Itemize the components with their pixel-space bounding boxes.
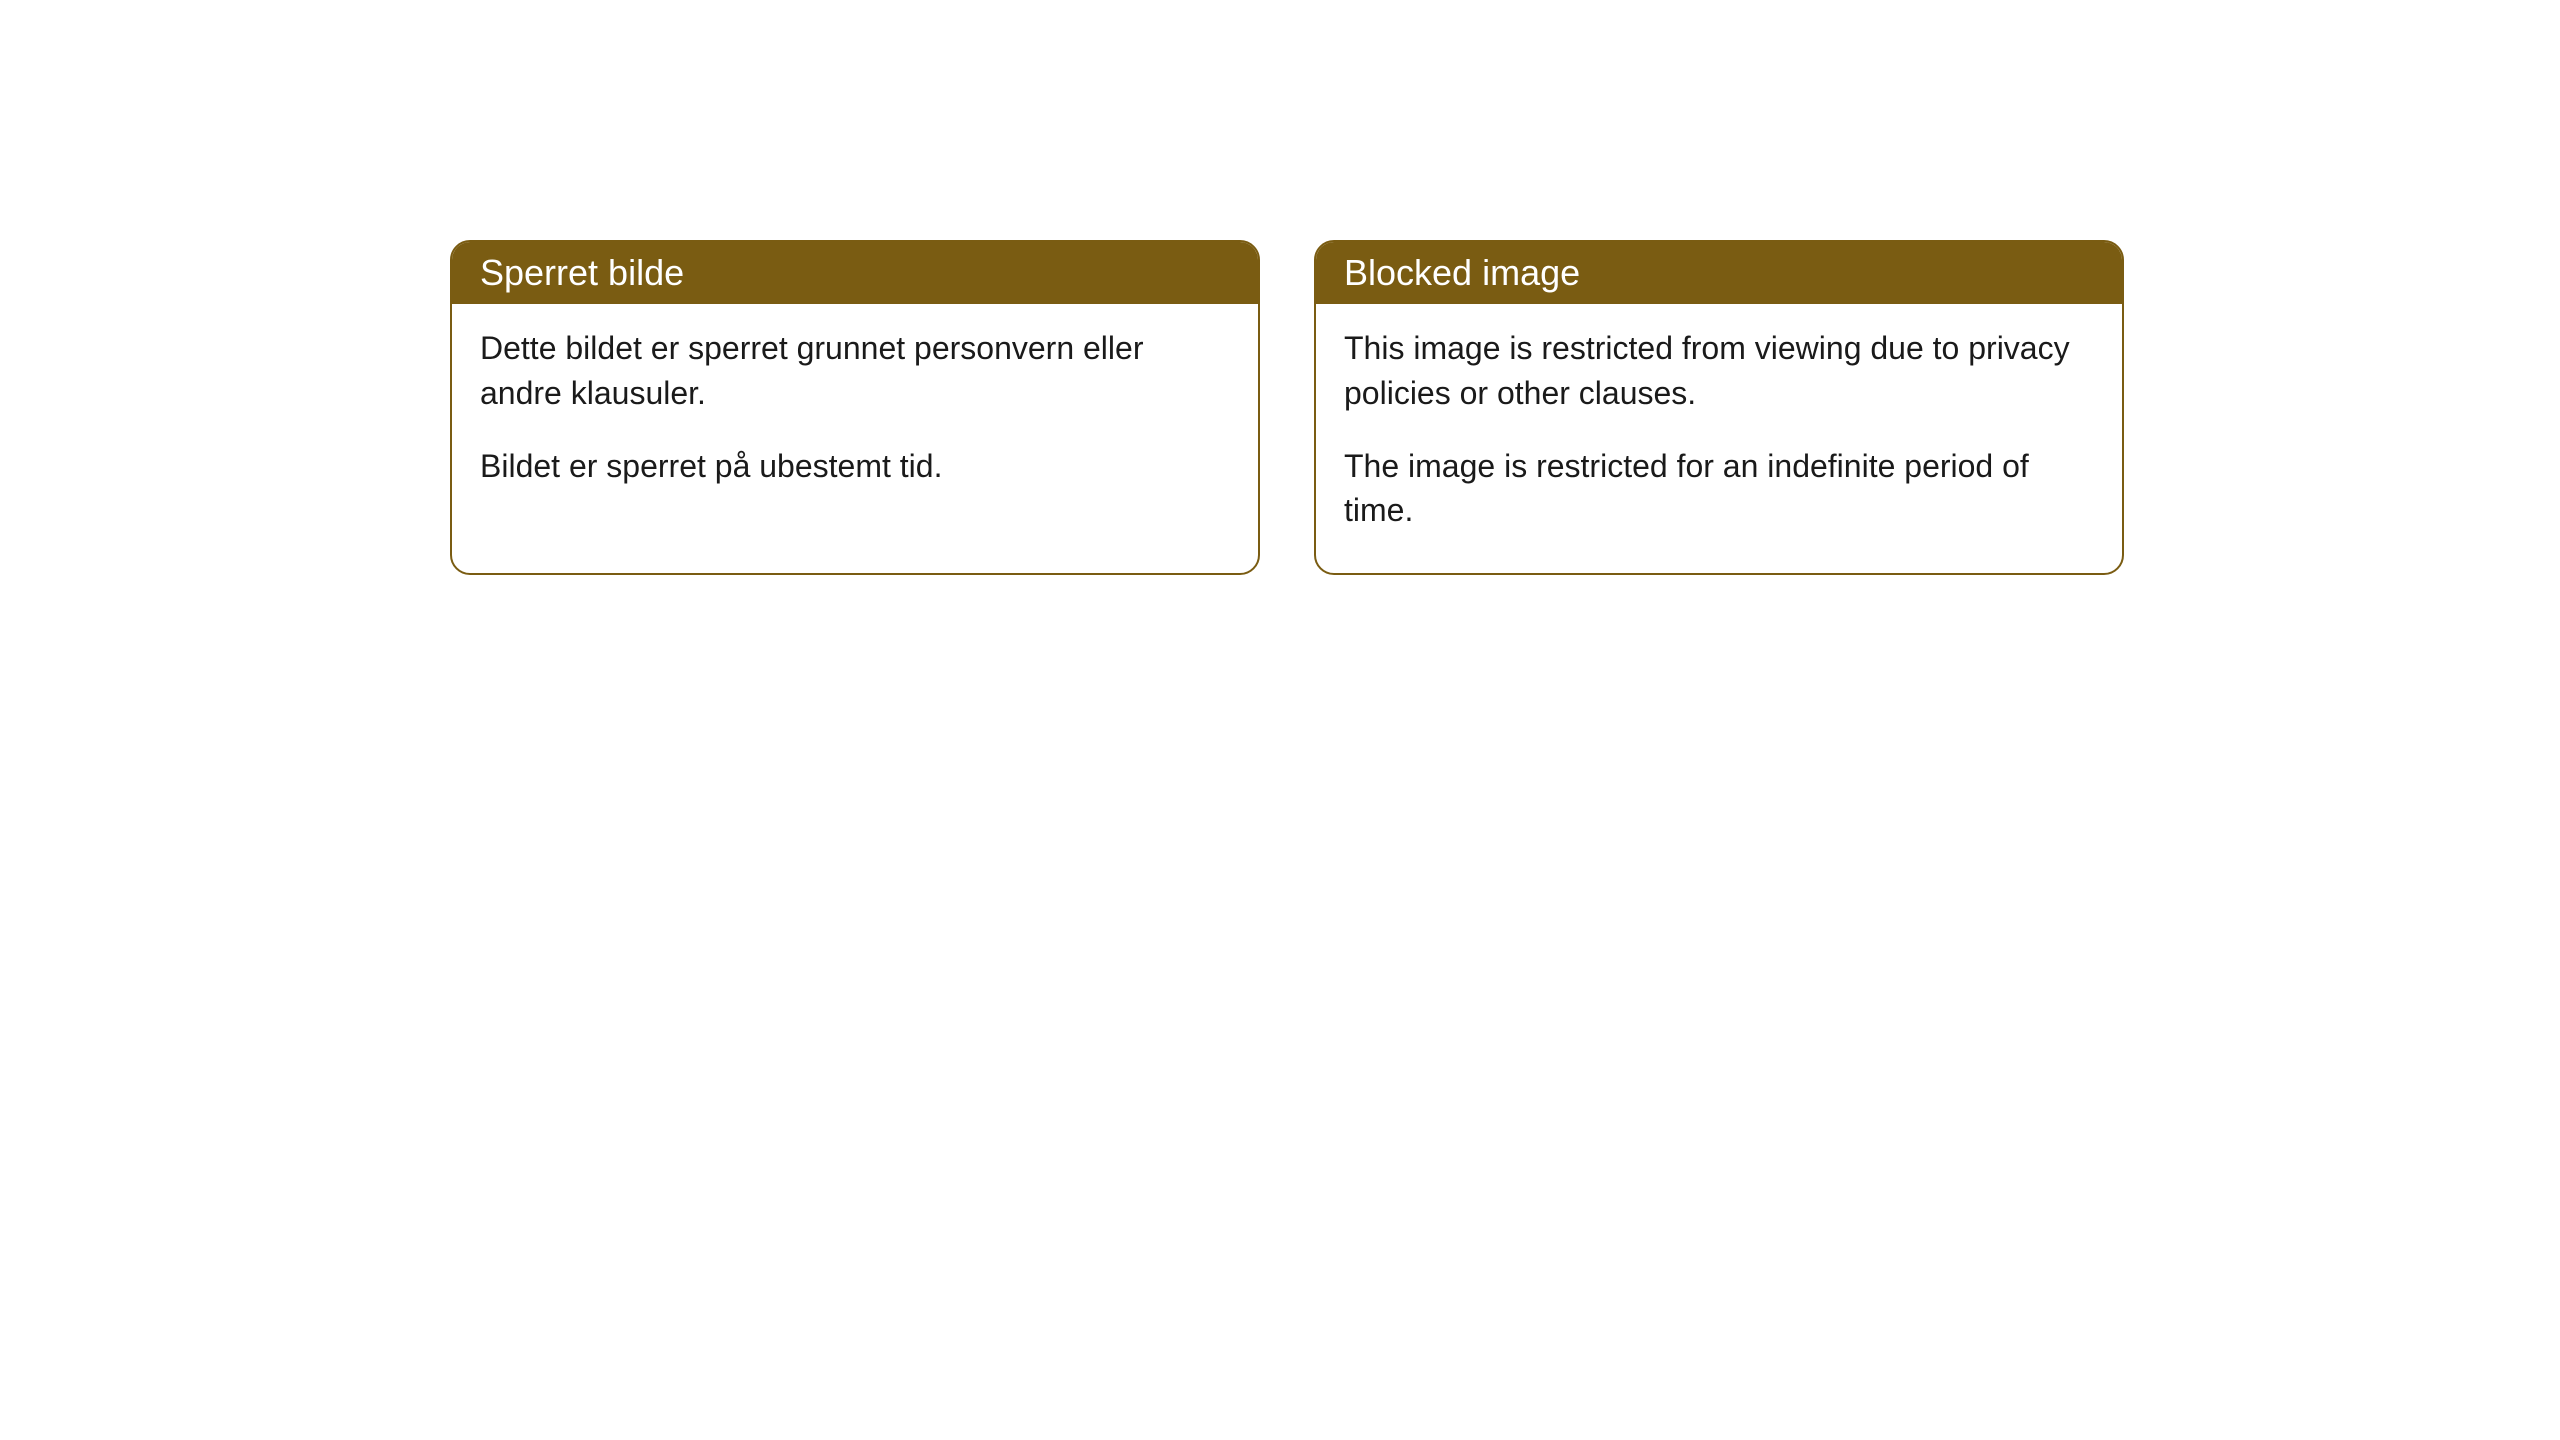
notice-paragraph: The image is restricted for an indefinit…	[1344, 444, 2094, 534]
notice-card-english: Blocked image This image is restricted f…	[1314, 240, 2124, 575]
notice-paragraph: Dette bildet er sperret grunnet personve…	[480, 326, 1230, 416]
notice-header-english: Blocked image	[1316, 242, 2122, 304]
notice-body-english: This image is restricted from viewing du…	[1316, 304, 2122, 573]
notice-header-norwegian: Sperret bilde	[452, 242, 1258, 304]
notice-title: Sperret bilde	[480, 252, 684, 293]
notice-title: Blocked image	[1344, 252, 1580, 293]
notice-paragraph: Bildet er sperret på ubestemt tid.	[480, 444, 1230, 489]
notice-body-norwegian: Dette bildet er sperret grunnet personve…	[452, 304, 1258, 528]
notice-card-norwegian: Sperret bilde Dette bildet er sperret gr…	[450, 240, 1260, 575]
notice-paragraph: This image is restricted from viewing du…	[1344, 326, 2094, 416]
notice-container: Sperret bilde Dette bildet er sperret gr…	[0, 0, 2560, 575]
